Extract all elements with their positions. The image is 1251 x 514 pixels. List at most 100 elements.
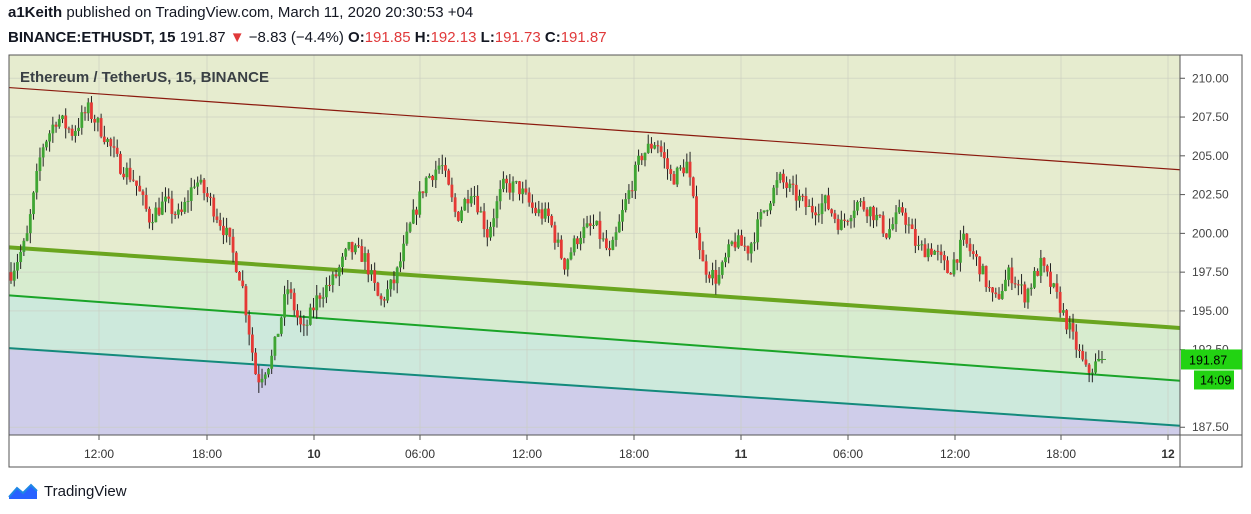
candle-down: [785, 182, 789, 189]
candle-down: [833, 213, 837, 219]
candle-up: [183, 202, 187, 212]
candle-down: [167, 196, 171, 199]
channel-line[interactable]: [8, 86, 1181, 171]
candle-up: [778, 173, 782, 181]
candle-up: [61, 115, 64, 120]
candle-down: [836, 218, 840, 230]
candle-down: [656, 145, 660, 147]
candle-up: [501, 178, 505, 190]
candle-down: [740, 235, 743, 246]
channel-line[interactable]: [8, 245, 1181, 330]
candle-up: [51, 124, 55, 134]
candle-down: [131, 179, 135, 181]
channel-line[interactable]: [8, 347, 1181, 427]
candle-down: [334, 274, 338, 277]
candle-up: [96, 118, 100, 123]
channel-line[interactable]: [8, 294, 1181, 382]
candle-up: [347, 241, 351, 250]
candle-down: [688, 161, 692, 178]
candle-up: [160, 201, 164, 215]
candle-up: [1004, 279, 1007, 291]
candle-down: [878, 214, 882, 216]
candle-down: [971, 251, 975, 255]
candle-up: [427, 175, 431, 178]
candle-down: [244, 286, 248, 316]
candle-down: [534, 207, 537, 214]
candle-up: [759, 212, 763, 220]
candle-down: [1065, 310, 1068, 330]
candle-up: [627, 190, 631, 200]
candle-down: [453, 197, 457, 212]
candle-down: [476, 195, 480, 213]
candle-up: [907, 224, 911, 226]
candle-down: [994, 292, 998, 295]
candle-down: [701, 250, 705, 262]
candle-down: [302, 324, 306, 326]
candle-down: [366, 253, 370, 275]
candle-down: [485, 229, 489, 238]
candle-down: [984, 265, 988, 288]
candle-up: [460, 210, 463, 221]
candle-up: [817, 214, 821, 216]
candle-down: [781, 173, 785, 183]
candle-up: [537, 209, 541, 214]
candle-down: [901, 207, 904, 213]
author-name[interactable]: a1Keith: [8, 4, 63, 21]
candle-up: [106, 139, 109, 143]
tradingview-branding[interactable]: TradingView: [8, 482, 127, 500]
candle-up: [315, 295, 319, 311]
candle-up: [189, 187, 193, 201]
candle-up: [1020, 284, 1023, 286]
candle-up: [868, 206, 872, 217]
symbol-legend: BINANCE:ETHUSDT, 15 191.87 ▼ −8.83 (−4.4…: [8, 29, 607, 46]
candle-up: [424, 177, 428, 194]
candle-down: [691, 177, 695, 197]
candle-down: [682, 167, 686, 174]
candle-up: [1061, 310, 1065, 313]
candle-down: [447, 170, 451, 185]
candle-down: [257, 374, 261, 383]
open-value: 191.85: [364, 29, 411, 46]
candle-up: [859, 201, 863, 203]
candle-up: [267, 368, 270, 375]
candle-up: [624, 199, 628, 211]
y-tick-label: 205.00: [1192, 149, 1229, 163]
candle-down: [955, 259, 959, 263]
x-tick-label: 18:00: [1046, 447, 1076, 461]
candle-down: [350, 241, 354, 253]
candle-down: [379, 295, 383, 300]
candle-down: [695, 196, 698, 234]
candle-down: [968, 243, 972, 252]
candle-down: [247, 315, 251, 335]
candle-down: [987, 287, 991, 289]
candle-down: [669, 169, 673, 175]
candle-down: [112, 146, 116, 148]
candle-up: [498, 189, 502, 202]
candle-up: [479, 211, 483, 213]
candle-down: [662, 152, 666, 159]
candle-down: [173, 213, 177, 215]
candle-up: [270, 355, 274, 369]
candle-down: [942, 255, 946, 261]
candle-up: [952, 259, 956, 275]
candle-up: [617, 221, 621, 233]
candle-up: [633, 164, 637, 191]
candle-up: [305, 324, 309, 326]
candle-up: [1090, 372, 1094, 374]
candle-down: [640, 155, 644, 161]
candle-down: [913, 229, 917, 246]
candle-up: [675, 167, 679, 185]
candle-up: [775, 180, 779, 188]
candle-down: [604, 238, 608, 249]
candle-up: [186, 200, 190, 203]
candle-up: [839, 219, 843, 230]
candle-down: [553, 225, 557, 243]
candle-up: [653, 145, 657, 149]
x-tick-label: 12:00: [512, 447, 542, 461]
candle-up: [1097, 358, 1101, 362]
candle-down: [318, 295, 322, 299]
y-tick-label: 210.00: [1192, 71, 1229, 85]
candle-down: [431, 175, 434, 181]
candle-up: [324, 284, 328, 298]
